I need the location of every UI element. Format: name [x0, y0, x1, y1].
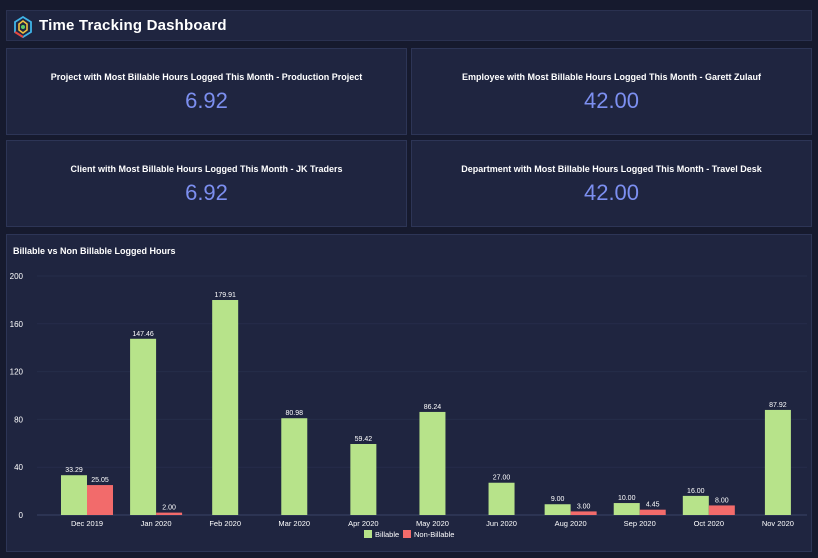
bar-chart: 0 40 80 120 160 200 33.29 25.05 Dec 2019 147.46 2.…	[10, 272, 807, 539]
kpi-label: Project with Most Billable Hours Logged …	[50, 72, 363, 82]
bar-billable[interactable]	[281, 418, 308, 515]
header-bar: Time Tracking Dashboard	[6, 10, 812, 41]
bar-non-billable[interactable]	[156, 512, 183, 515]
bar-billable[interactable]	[682, 495, 709, 515]
data-label-billable: 9.00	[551, 496, 565, 503]
y-tick-label: 120	[10, 368, 24, 377]
data-label-non-billable: 4.45	[646, 502, 660, 509]
x-tick-label: Oct 2020	[694, 519, 724, 528]
bar-billable[interactable]	[212, 300, 239, 515]
x-tick-label: Dec 2019	[71, 519, 103, 528]
data-label-billable: 59.42	[355, 436, 373, 443]
data-label-billable: 86.24	[424, 404, 442, 411]
chart-title: Billable vs Non Billable Logged Hours	[13, 246, 176, 256]
bar-non-billable[interactable]	[570, 511, 597, 515]
bar-billable[interactable]	[350, 443, 377, 515]
y-tick-label: 40	[14, 463, 23, 472]
kpi-card-client: Client with Most Billable Hours Logged T…	[6, 140, 407, 227]
bar-billable[interactable]	[419, 411, 446, 515]
bar-billable[interactable]	[488, 482, 515, 515]
legend-label-non-billable[interactable]: Non-Billable	[414, 530, 454, 539]
hexagon-logo-icon	[14, 16, 32, 38]
data-label-billable: 87.92	[769, 402, 787, 409]
data-label-non-billable: 3.00	[577, 503, 591, 510]
data-label-billable: 10.00	[618, 495, 636, 502]
kpi-label: Client with Most Billable Hours Logged T…	[70, 164, 343, 174]
x-tick-label: Feb 2020	[209, 519, 241, 528]
y-tick-label: 160	[10, 320, 24, 329]
bar-non-billable[interactable]	[708, 505, 735, 515]
x-tick-label: Apr 2020	[348, 519, 378, 528]
y-tick-label: 0	[19, 511, 24, 520]
legend-label-billable[interactable]: Billable	[375, 530, 399, 539]
kpi-card-project: Project with Most Billable Hours Logged …	[6, 48, 407, 135]
kpi-label: Department with Most Billable Hours Logg…	[461, 164, 762, 174]
x-tick-label: Aug 2020	[555, 519, 587, 528]
kpi-value: 6.92	[185, 88, 228, 113]
x-tick-label: Jun 2020	[486, 519, 517, 528]
kpi-label: Employee with Most Billable Hours Logged…	[461, 72, 761, 82]
x-tick-label: Jan 2020	[141, 519, 172, 528]
kpi-value: 42.00	[583, 88, 640, 113]
x-tick-label: May 2020	[416, 519, 449, 528]
data-label-non-billable: 2.00	[162, 505, 176, 512]
x-tick-label: Nov 2020	[762, 519, 794, 528]
kpi-value: 6.92	[185, 180, 228, 205]
data-label-billable: 27.00	[493, 475, 511, 482]
bar-billable[interactable]	[764, 409, 791, 515]
kpi-value: 42.00	[583, 180, 640, 205]
x-tick-label: Sep 2020	[624, 519, 656, 528]
kpi-card-employee: Employee with Most Billable Hours Logged…	[411, 48, 812, 135]
data-label-billable: 179.91	[214, 292, 236, 299]
y-tick-label: 200	[10, 272, 24, 281]
legend-swatch-billable[interactable]	[364, 530, 372, 538]
data-label-billable: 80.98	[286, 410, 304, 417]
data-label-billable: 16.00	[687, 488, 705, 495]
data-label-billable: 33.29	[65, 467, 83, 474]
kpi-card-department: Department with Most Billable Hours Logg…	[411, 140, 812, 227]
chart-panel: Billable vs Non Billable Logged Hours 0 4…	[6, 234, 812, 552]
data-label-billable: 147.46	[132, 331, 154, 338]
y-tick-label: 80	[14, 415, 23, 424]
legend-swatch-non-billable[interactable]	[403, 530, 411, 538]
bar-billable[interactable]	[613, 503, 640, 515]
bar-billable[interactable]	[61, 475, 87, 515]
bar-non-billable[interactable]	[87, 485, 113, 515]
data-label-non-billable: 25.05	[91, 477, 109, 484]
bar-billable[interactable]	[130, 338, 157, 515]
bar-non-billable[interactable]	[639, 509, 666, 515]
bar-billable[interactable]	[544, 504, 571, 515]
data-label-non-billable: 8.00	[715, 497, 729, 504]
x-tick-label: Mar 2020	[278, 519, 310, 528]
page-title: Time Tracking Dashboard	[39, 17, 227, 34]
